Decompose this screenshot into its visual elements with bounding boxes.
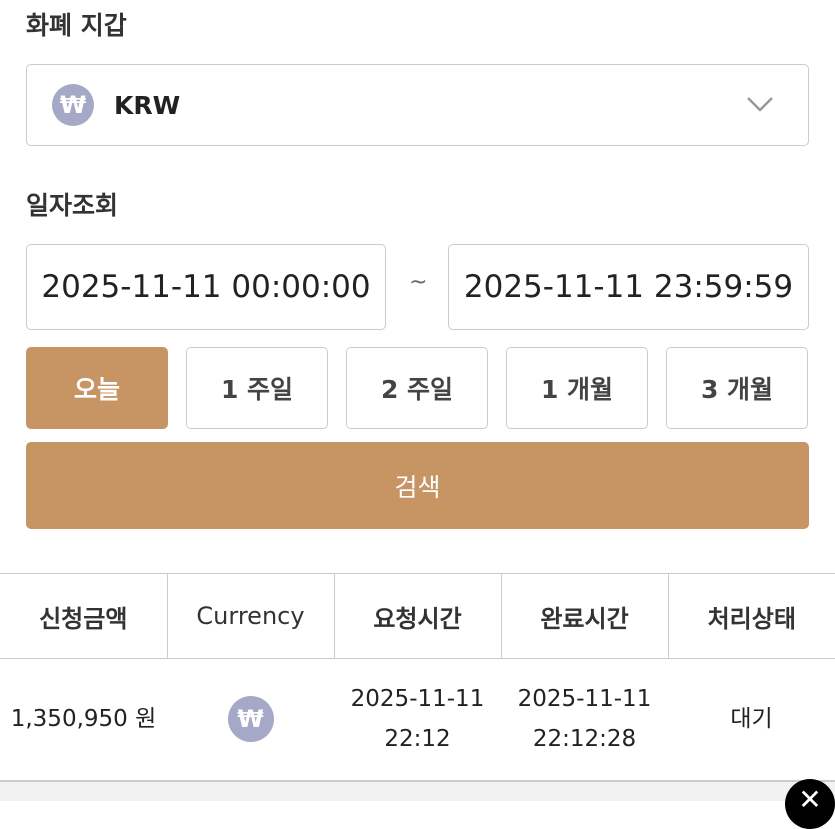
close-icon: ✕	[798, 783, 822, 816]
currency-cell: ₩	[167, 658, 334, 782]
amount-cell: 1,350,950 원	[0, 658, 167, 782]
header-status: 처리상태	[668, 573, 835, 659]
chevron-down-icon	[747, 97, 773, 112]
won-coin-icon: ₩	[227, 696, 274, 743]
end-date-input[interactable]: 2025-11-11 23:59:59	[448, 244, 809, 330]
bottom-bar	[0, 782, 835, 801]
period-1week-button[interactable]: 1 주일	[186, 347, 328, 429]
request-time-cell: 2025-11-11 22:12	[334, 658, 501, 782]
start-date-input[interactable]: 2025-11-11 00:00:00	[26, 244, 386, 330]
period-1month-button[interactable]: 1 개월	[506, 347, 648, 429]
period-today-button[interactable]: 오늘	[26, 347, 168, 429]
close-button[interactable]: ✕	[785, 779, 835, 829]
date-query-title: 일자조회	[26, 191, 119, 220]
wallet-title: 화폐 지갑	[26, 11, 127, 40]
request-time: 22:12	[384, 726, 451, 753]
history-table: 신청금액 Currency 요청시간 완료시간 처리상태 1,350,950 원…	[0, 573, 835, 782]
period-2week-button[interactable]: 2 주일	[346, 347, 488, 429]
date-separator: ~	[409, 270, 428, 295]
table-row: 1,350,950 원 ₩ 2025-11-11 22:12 2025-11-11…	[0, 658, 835, 782]
header-request-time: 요청시간	[334, 573, 502, 659]
header-complete-time: 완료시간	[501, 573, 669, 659]
complete-time: 22:12:28	[532, 726, 637, 753]
header-amount: 신청금액	[0, 573, 168, 659]
currency-value: KRW	[114, 90, 181, 120]
period-3month-button[interactable]: 3 개월	[666, 347, 808, 429]
request-date: 2025-11-11	[350, 686, 485, 713]
complete-date: 2025-11-11	[517, 686, 652, 713]
status-cell: 대기	[668, 658, 835, 782]
table-header: 신청금액 Currency 요청시간 완료시간 처리상태	[0, 573, 835, 659]
header-currency: Currency	[167, 573, 335, 659]
search-button[interactable]: 검색	[26, 442, 809, 529]
complete-time-cell: 2025-11-11 22:12:28	[501, 658, 668, 782]
currency-select[interactable]: ₩ KRW	[26, 64, 809, 146]
won-coin-icon: ₩	[52, 84, 94, 126]
